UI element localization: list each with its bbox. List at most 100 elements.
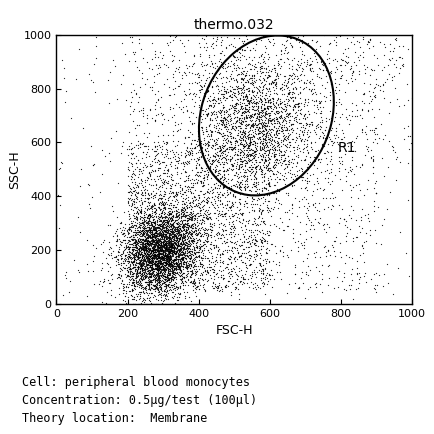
Point (137, 265, 144, 272)
Point (134, 268, 141, 275)
Point (152, 266, 159, 273)
Point (219, 172, 226, 179)
Point (179, 220, 186, 227)
Point (338, 68, 345, 75)
Point (136, 36, 143, 43)
Point (138, 220, 145, 227)
Point (170, 241, 177, 248)
Point (247, 46, 253, 53)
Point (231, 278, 238, 285)
Point (177, 241, 184, 248)
Point (160, 246, 167, 253)
Point (171, 270, 178, 277)
Point (201, 281, 208, 288)
Point (280, 137, 287, 144)
Point (212, 163, 219, 170)
Point (225, 41, 232, 48)
Point (155, 249, 161, 256)
Point (129, 218, 136, 225)
Point (231, 232, 238, 239)
Point (266, 109, 273, 116)
Point (267, 73, 274, 80)
Point (326, 135, 333, 142)
Point (164, 227, 171, 234)
Point (159, 254, 166, 261)
Point (161, 204, 168, 210)
Point (162, 282, 169, 289)
Point (287, 94, 294, 101)
Point (196, 258, 203, 265)
Point (280, 156, 287, 163)
Point (186, 150, 193, 157)
Point (163, 228, 170, 235)
Point (102, 255, 109, 262)
Point (148, 262, 155, 269)
Point (152, 264, 159, 271)
Point (214, 144, 221, 151)
Point (227, 135, 234, 141)
Point (172, 64, 179, 71)
Point (129, 188, 136, 195)
Point (172, 276, 179, 283)
Point (184, 220, 191, 227)
Point (360, 35, 367, 42)
Point (181, 153, 188, 160)
Point (259, 144, 266, 151)
Point (232, 253, 239, 260)
Point (169, 266, 176, 273)
Point (299, 149, 306, 156)
Point (164, 217, 171, 224)
Point (301, 156, 308, 163)
Point (189, 211, 196, 218)
Point (161, 240, 168, 247)
Point (158, 248, 164, 255)
Point (241, 106, 248, 113)
Point (99, 282, 106, 289)
Point (265, 150, 272, 157)
Point (205, 137, 212, 144)
Point (284, 132, 291, 139)
Point (151, 239, 158, 246)
Point (260, 218, 266, 225)
Point (261, 273, 268, 280)
Point (165, 251, 172, 258)
Point (358, 214, 365, 220)
Title: thermo.032: thermo.032 (194, 18, 275, 32)
Point (199, 126, 206, 133)
Point (252, 92, 259, 99)
Point (130, 240, 137, 247)
Point (244, 108, 251, 115)
Point (181, 231, 188, 238)
Point (140, 250, 147, 257)
Point (214, 62, 220, 69)
Point (246, 127, 253, 134)
Point (204, 142, 211, 149)
Point (134, 237, 141, 243)
Point (148, 247, 155, 254)
Point (165, 253, 172, 260)
Point (130, 280, 137, 287)
Point (159, 223, 166, 230)
Point (149, 247, 156, 253)
Point (61, 74, 68, 81)
Point (163, 266, 170, 273)
Point (247, 187, 254, 194)
Point (185, 213, 192, 220)
Point (231, 92, 238, 99)
Point (143, 251, 150, 258)
Point (148, 248, 155, 255)
Point (384, 76, 391, 83)
Point (233, 184, 240, 191)
Point (223, 108, 230, 115)
Point (142, 283, 149, 290)
Point (223, 158, 230, 165)
Point (247, 240, 253, 247)
Point (165, 255, 172, 262)
Point (264, 230, 271, 237)
Point (204, 215, 211, 222)
Point (190, 237, 197, 244)
Point (146, 222, 153, 229)
Point (286, 159, 293, 166)
Point (155, 279, 162, 286)
Point (157, 264, 164, 271)
